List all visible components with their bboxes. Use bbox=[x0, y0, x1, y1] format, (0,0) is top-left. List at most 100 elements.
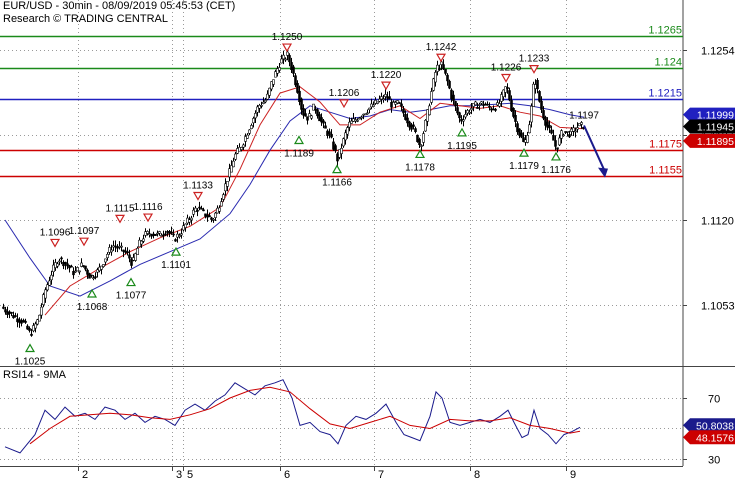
candle-body bbox=[242, 144, 245, 148]
candle-body bbox=[412, 124, 415, 127]
candle-body bbox=[512, 108, 515, 117]
candle-body bbox=[552, 135, 555, 141]
candle-body bbox=[6, 311, 9, 316]
candle-body bbox=[576, 127, 579, 130]
candle-body bbox=[316, 109, 319, 117]
high-label: 1.1133 bbox=[183, 181, 213, 192]
candle-body bbox=[324, 125, 327, 129]
ma-fast-line bbox=[44, 86, 585, 316]
low-marker bbox=[414, 149, 426, 159]
candle-body bbox=[256, 106, 259, 113]
candle-body bbox=[2, 306, 5, 309]
candle-body bbox=[236, 148, 239, 154]
candle-body bbox=[302, 108, 305, 116]
candle-body bbox=[272, 79, 275, 85]
candle-body bbox=[360, 116, 363, 119]
candle-body bbox=[160, 235, 163, 237]
candle-body bbox=[526, 135, 529, 143]
candle-body bbox=[536, 80, 539, 90]
candle-body bbox=[142, 238, 145, 242]
candle-body bbox=[226, 181, 229, 187]
candle-body bbox=[368, 107, 371, 110]
candle-body bbox=[320, 117, 323, 123]
candle-body bbox=[540, 100, 543, 110]
level-label: 1.1155 bbox=[649, 165, 682, 177]
candle-body bbox=[568, 134, 571, 138]
candle-body bbox=[424, 120, 427, 132]
candle-body bbox=[290, 62, 293, 71]
candle-body bbox=[312, 103, 315, 111]
candle-body bbox=[140, 240, 143, 245]
candle-body bbox=[114, 245, 117, 248]
low-marker bbox=[293, 135, 305, 145]
low-marker bbox=[331, 164, 343, 174]
candle-body bbox=[196, 210, 199, 212]
candle-body bbox=[150, 234, 153, 237]
candle-body bbox=[72, 270, 75, 276]
high-marker bbox=[528, 65, 540, 74]
candle-body bbox=[148, 233, 151, 235]
candle-body bbox=[98, 266, 101, 272]
high-marker bbox=[142, 213, 154, 223]
candle-body bbox=[364, 113, 367, 116]
candle-body bbox=[4, 309, 7, 313]
candle-body bbox=[296, 83, 299, 93]
high-marker bbox=[192, 191, 204, 201]
candle-body bbox=[394, 102, 397, 105]
candle-body bbox=[76, 267, 79, 272]
candle-body bbox=[294, 75, 297, 86]
candle-body bbox=[566, 131, 569, 133]
low-marker bbox=[170, 246, 182, 256]
candle-body bbox=[182, 225, 185, 231]
high-label: 1.1096 bbox=[40, 227, 71, 238]
high-label: 1.1115 bbox=[105, 203, 135, 214]
candle-body bbox=[340, 148, 343, 155]
high-marker bbox=[500, 73, 512, 83]
low-marker bbox=[86, 288, 98, 298]
rsi-title: RSI14 - 9MA bbox=[3, 369, 67, 381]
candle-body bbox=[346, 127, 349, 135]
candle-body bbox=[298, 90, 301, 102]
candle-body bbox=[106, 254, 109, 259]
candle-body bbox=[430, 91, 433, 103]
candle-body bbox=[166, 231, 169, 233]
candle-body bbox=[112, 245, 115, 248]
candle-body bbox=[562, 134, 565, 137]
price-tag-label: 1.11945 bbox=[697, 121, 734, 133]
candle-body bbox=[378, 98, 381, 102]
time-tick-label: 6 bbox=[284, 469, 290, 480]
high-label: 1.1242 bbox=[426, 42, 457, 53]
candle-body bbox=[458, 112, 461, 119]
candle-body bbox=[532, 83, 535, 107]
candle-body bbox=[46, 284, 49, 291]
candle-body bbox=[300, 98, 303, 110]
price-tag bbox=[683, 119, 735, 134]
candle-body bbox=[108, 247, 111, 253]
candle-body bbox=[542, 110, 545, 119]
candle-body bbox=[432, 78, 435, 91]
candle-body bbox=[322, 120, 325, 124]
candle-body bbox=[206, 214, 209, 218]
candle-body bbox=[260, 105, 263, 107]
candlesticks bbox=[2, 48, 585, 337]
candle-body bbox=[220, 201, 223, 207]
candle-body bbox=[66, 263, 69, 267]
candle-body bbox=[124, 250, 127, 253]
candle-body bbox=[94, 276, 97, 278]
candle-body bbox=[494, 108, 497, 111]
candle-body bbox=[406, 117, 409, 124]
candle-body bbox=[480, 101, 483, 104]
high-marker bbox=[78, 237, 90, 247]
candle-body bbox=[30, 333, 33, 336]
candle-body bbox=[248, 129, 251, 134]
time-tick-label: 9 bbox=[570, 469, 576, 480]
candle-body bbox=[572, 127, 575, 132]
candle-body bbox=[286, 51, 289, 56]
ma-slow-line bbox=[4, 102, 585, 297]
candle-body bbox=[452, 94, 455, 101]
low-label: 1.1068 bbox=[77, 302, 108, 313]
candle-body bbox=[470, 108, 473, 111]
level-label: 1.124 bbox=[654, 57, 682, 69]
candle-body bbox=[90, 274, 93, 277]
